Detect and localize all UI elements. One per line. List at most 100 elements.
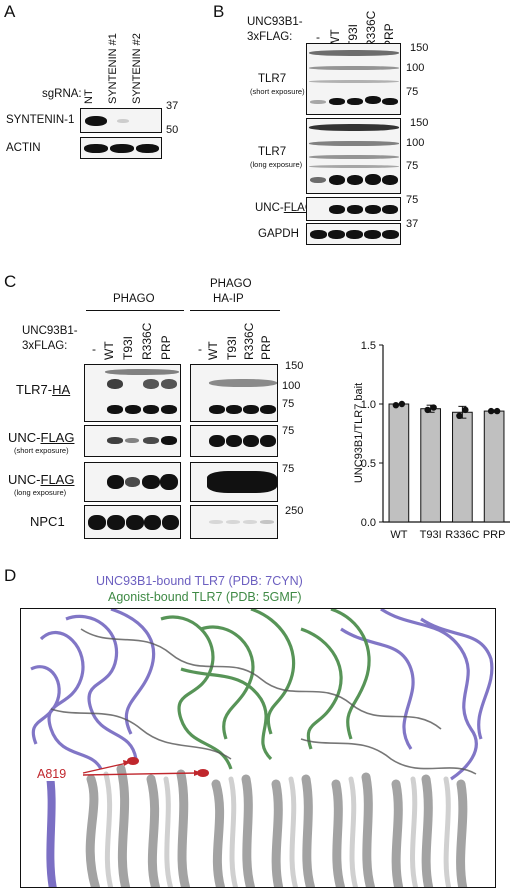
helix <box>116 764 131 887</box>
lane-label-neg: - <box>92 342 96 356</box>
band <box>143 405 159 414</box>
mw-37: 37 <box>166 100 179 112</box>
helix <box>421 774 434 887</box>
band <box>365 96 381 104</box>
band <box>260 520 274 524</box>
band <box>209 520 223 524</box>
loop <box>180 667 273 761</box>
y-tick-label: 1.0 <box>361 399 376 411</box>
row-label-unc-flag-long: UNC-FLAG <box>8 472 74 487</box>
loop <box>300 738 477 775</box>
helix <box>361 772 376 887</box>
band <box>382 98 398 105</box>
helix <box>301 774 316 887</box>
mw-150: 150 <box>410 42 429 54</box>
band <box>107 437 123 444</box>
loop <box>340 627 415 750</box>
helix <box>391 779 404 887</box>
mw-75: 75 <box>282 463 295 475</box>
band <box>347 98 363 105</box>
band <box>309 141 399 146</box>
loop <box>50 708 232 760</box>
group-label-phago-ip-line2: HA-IP <box>213 293 244 305</box>
blot-syntenin <box>80 108 162 133</box>
bar <box>483 410 505 523</box>
lane-label-syntenin-2: SYNTENIN #2 <box>131 33 143 104</box>
loop <box>330 609 371 740</box>
mw-250: 250 <box>285 505 304 517</box>
y-axis-label: UNC93B1/TLR7 bait <box>353 383 365 483</box>
tlr7-prefix: TLR7- <box>16 382 53 397</box>
helix <box>176 769 191 887</box>
blot-tlr7-short <box>306 43 401 115</box>
band <box>125 438 139 443</box>
lane-label-neg: - <box>316 30 320 44</box>
lane-label-neg: - <box>198 342 202 356</box>
y-tick-label: 0.0 <box>361 517 376 529</box>
band <box>161 436 177 445</box>
band <box>85 116 107 126</box>
helix <box>103 771 114 887</box>
lane-label-prp: PRP <box>159 335 173 360</box>
row-label-tlr7-short: TLR7 <box>258 73 287 85</box>
helix <box>241 774 256 887</box>
blot-tlr7-ha-phago <box>84 364 181 422</box>
band <box>310 177 326 183</box>
panel-b-letter: B <box>213 2 225 21</box>
loop <box>380 609 478 781</box>
helix <box>331 779 346 887</box>
band <box>382 230 399 239</box>
legend-unc93b1-bound: UNC93B1-bound TLR7 (PDB: 7CYN) <box>96 574 303 588</box>
row-label-unc-flag: UNC-FLAG <box>255 202 314 214</box>
loop <box>30 665 61 745</box>
band <box>209 435 225 447</box>
helix <box>443 776 452 887</box>
blot-npc1-phago <box>84 505 181 539</box>
residue-label-a819: A819 <box>37 767 67 781</box>
panel-d-letter: D <box>4 566 17 585</box>
band <box>309 124 399 131</box>
helix <box>456 779 468 887</box>
band <box>142 475 160 489</box>
data-point <box>493 407 501 415</box>
band <box>382 205 398 214</box>
blot-npc1-ip <box>190 505 278 539</box>
blot-tlr7-long <box>306 118 401 194</box>
band <box>260 405 276 414</box>
mw-100: 100 <box>406 137 425 149</box>
band <box>226 405 242 414</box>
bar <box>388 403 410 523</box>
construct-header-line2: 3xFLAG: <box>22 340 68 352</box>
y-tick-label: 0.5 <box>361 458 376 470</box>
residue-highlight <box>197 769 209 777</box>
row-sublabel-long-exposure: (long exposure) <box>14 488 67 497</box>
band <box>364 230 381 239</box>
helix <box>163 776 174 887</box>
mw-100: 100 <box>282 380 301 392</box>
row-label-actin: ACTIN <box>6 142 41 154</box>
helix <box>348 776 359 887</box>
band <box>125 405 141 414</box>
band <box>143 379 159 389</box>
blot-gapdh <box>306 223 401 245</box>
band <box>107 515 125 530</box>
band <box>161 379 177 389</box>
band <box>309 66 399 70</box>
blot-unc-flag-short-phago <box>84 425 181 457</box>
construct-header-line1: UNC93B1- <box>22 325 78 337</box>
panel-a-letter: A <box>4 2 16 21</box>
arrow-line <box>82 762 128 774</box>
row-sublabel-short-exposure: (short exposure) <box>14 446 69 455</box>
arrowhead <box>123 760 131 766</box>
mw-100: 100 <box>406 62 425 74</box>
band <box>88 515 106 530</box>
lane-label-t93i: T93I <box>225 335 239 360</box>
legend-agonist-bound: Agonist-bound TLR7 (PDB: 5GMF) <box>108 590 302 604</box>
band <box>243 405 259 414</box>
lane-label-t93i: T93I <box>121 335 135 360</box>
band <box>126 515 144 530</box>
loop <box>160 615 233 770</box>
row-label-tlr7-ha: TLR7-HA <box>16 382 70 397</box>
sgrna-label: sgRNA: <box>42 88 82 100</box>
blot-tlr7-ha-ip <box>190 364 278 422</box>
